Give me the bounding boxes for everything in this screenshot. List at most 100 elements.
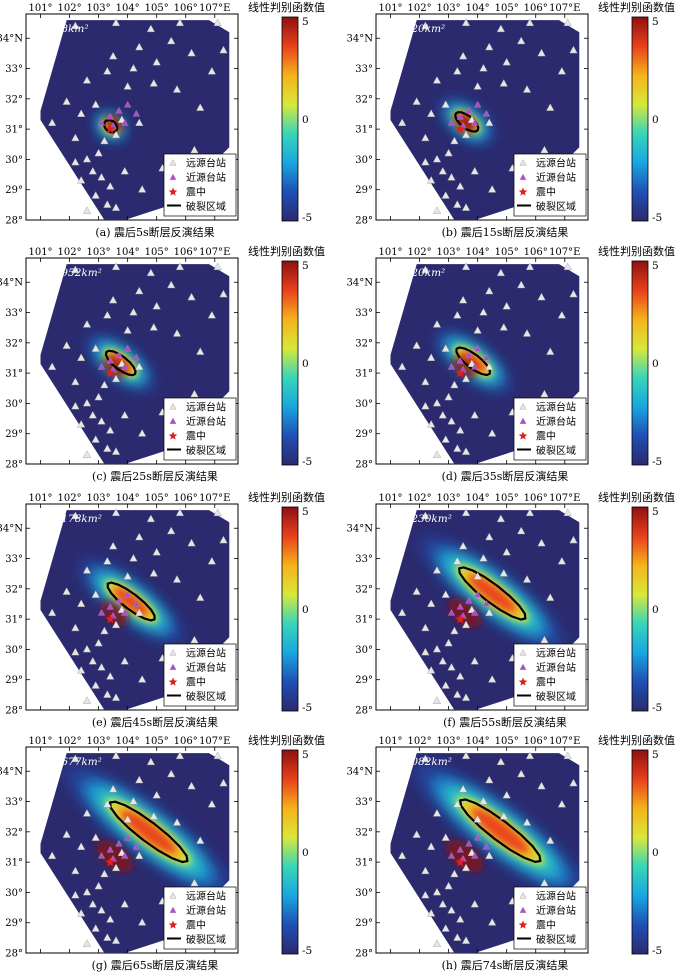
far-station-marker xyxy=(450,626,459,635)
lon-tick-label: 101° xyxy=(378,736,402,747)
far-station-marker xyxy=(196,836,205,844)
lon-tick-label: 103° xyxy=(87,3,111,14)
colorbar-tick-label: 0 xyxy=(652,604,659,616)
far-station-marker xyxy=(540,145,549,154)
lat-tick-label: 33° xyxy=(355,308,373,319)
far-station-marker xyxy=(175,18,185,27)
far-station-marker xyxy=(453,444,462,452)
colorbar-title: 线性判别函数值 xyxy=(248,490,325,504)
far-station-marker xyxy=(213,262,222,271)
far-station-marker xyxy=(94,392,103,401)
far-station-marker xyxy=(540,878,549,887)
far-station-marker xyxy=(488,918,497,926)
far-station-marker xyxy=(48,608,57,616)
far-station-marker xyxy=(427,599,436,607)
far-station-marker xyxy=(438,166,447,175)
far-station-marker xyxy=(421,866,430,875)
far-station-marker xyxy=(517,769,526,778)
panel-c: 101° 102° 103° 104° 105° 106°107°E 34°N 33° 32° 3… xyxy=(0,244,325,483)
far-station-marker xyxy=(499,812,508,820)
lon-tick-label: 105° xyxy=(495,493,519,504)
far-station-marker xyxy=(522,575,532,583)
far-station-marker xyxy=(427,842,436,850)
far-station-marker xyxy=(123,82,132,90)
far-station-marker xyxy=(71,890,80,899)
far-station-marker xyxy=(111,18,121,27)
far-station-marker xyxy=(412,341,421,349)
field-layer xyxy=(63,764,230,899)
lat-tick-label: 28° xyxy=(355,216,373,227)
near-station-marker xyxy=(474,833,482,841)
far-station-marker xyxy=(106,672,115,680)
lat-tick-label: 29° xyxy=(355,675,373,686)
far-station-marker xyxy=(94,148,103,157)
far-station-marker xyxy=(62,830,71,838)
far-station-marker xyxy=(100,869,109,878)
near-station-legend: 近源台站 xyxy=(186,904,226,917)
far-station-marker xyxy=(485,42,494,51)
far-station-marker xyxy=(71,511,80,520)
star-icon xyxy=(168,431,178,440)
far-station-marker xyxy=(540,635,549,644)
colorbar-tick-label: 0 xyxy=(302,847,309,859)
near-station-marker xyxy=(132,353,140,361)
far-station-marker xyxy=(496,268,505,277)
far-station-marker xyxy=(120,166,129,175)
lat-tick-label: 31° xyxy=(5,125,23,136)
far-station-marker xyxy=(97,662,106,671)
lon-tick-label: 102° xyxy=(408,247,432,258)
far-station-marker xyxy=(167,280,176,289)
colorbar-tick-label: 5 xyxy=(652,16,659,28)
epicenter-legend: 震中 xyxy=(186,186,206,199)
far-station-marker xyxy=(77,599,86,607)
far-station-marker xyxy=(111,751,121,760)
far-station-marker xyxy=(453,690,462,698)
far-station-marker xyxy=(91,435,100,443)
far-station-marker xyxy=(421,377,430,386)
lat-tick-label: 34°N xyxy=(347,278,374,289)
lon-tick-label: 106° xyxy=(524,493,548,504)
far-station-marker xyxy=(461,936,471,944)
far-station-marker xyxy=(135,851,144,859)
far-station-marker xyxy=(152,301,161,310)
panel-caption: (f) 震后55s断层反演结果 xyxy=(443,715,567,729)
far-station-marker xyxy=(473,82,482,90)
far-station-marker xyxy=(109,295,118,304)
lat-tick-label: 31° xyxy=(5,615,23,626)
far-station-marker xyxy=(459,51,468,60)
far-station-marker xyxy=(91,924,100,932)
far-station-marker xyxy=(111,374,121,383)
far-station-marker xyxy=(444,881,453,890)
far-station-marker xyxy=(473,326,482,334)
far-station-marker xyxy=(213,18,222,27)
field-contour xyxy=(472,808,529,853)
far-station-marker xyxy=(138,429,147,437)
lat-tick-label: 32° xyxy=(5,827,23,838)
triangle-icon xyxy=(519,892,527,899)
epicenter-marker xyxy=(455,614,465,624)
far-station-marker xyxy=(470,410,479,419)
lat-tick-label: 28° xyxy=(5,706,23,717)
far-station-marker xyxy=(71,21,80,30)
far-station-marker xyxy=(496,757,505,766)
colorbar-tick-label: -5 xyxy=(302,702,312,714)
lat-tick-label: 30° xyxy=(355,399,373,410)
far-station-marker xyxy=(438,656,447,665)
far-station-marker xyxy=(447,172,456,181)
near-station-marker xyxy=(124,590,132,598)
far-station-marker xyxy=(111,693,121,701)
epicenter-legend: 震中 xyxy=(186,919,206,932)
far-station-marker xyxy=(109,784,118,793)
lat-tick-label: 28° xyxy=(5,949,23,960)
far-station-marker xyxy=(432,154,442,163)
far-station-marker xyxy=(421,21,430,30)
lat-tick-label: 30° xyxy=(5,399,23,410)
far-station-marker xyxy=(450,380,459,389)
lon-tick-label: 104° xyxy=(116,3,140,14)
far-station-marker xyxy=(71,754,80,763)
far-station-marker xyxy=(103,799,112,808)
far-station-marker xyxy=(461,18,471,27)
far-station-marker xyxy=(537,48,546,57)
far-station-marker xyxy=(100,136,109,145)
far-station-marker xyxy=(485,775,494,784)
